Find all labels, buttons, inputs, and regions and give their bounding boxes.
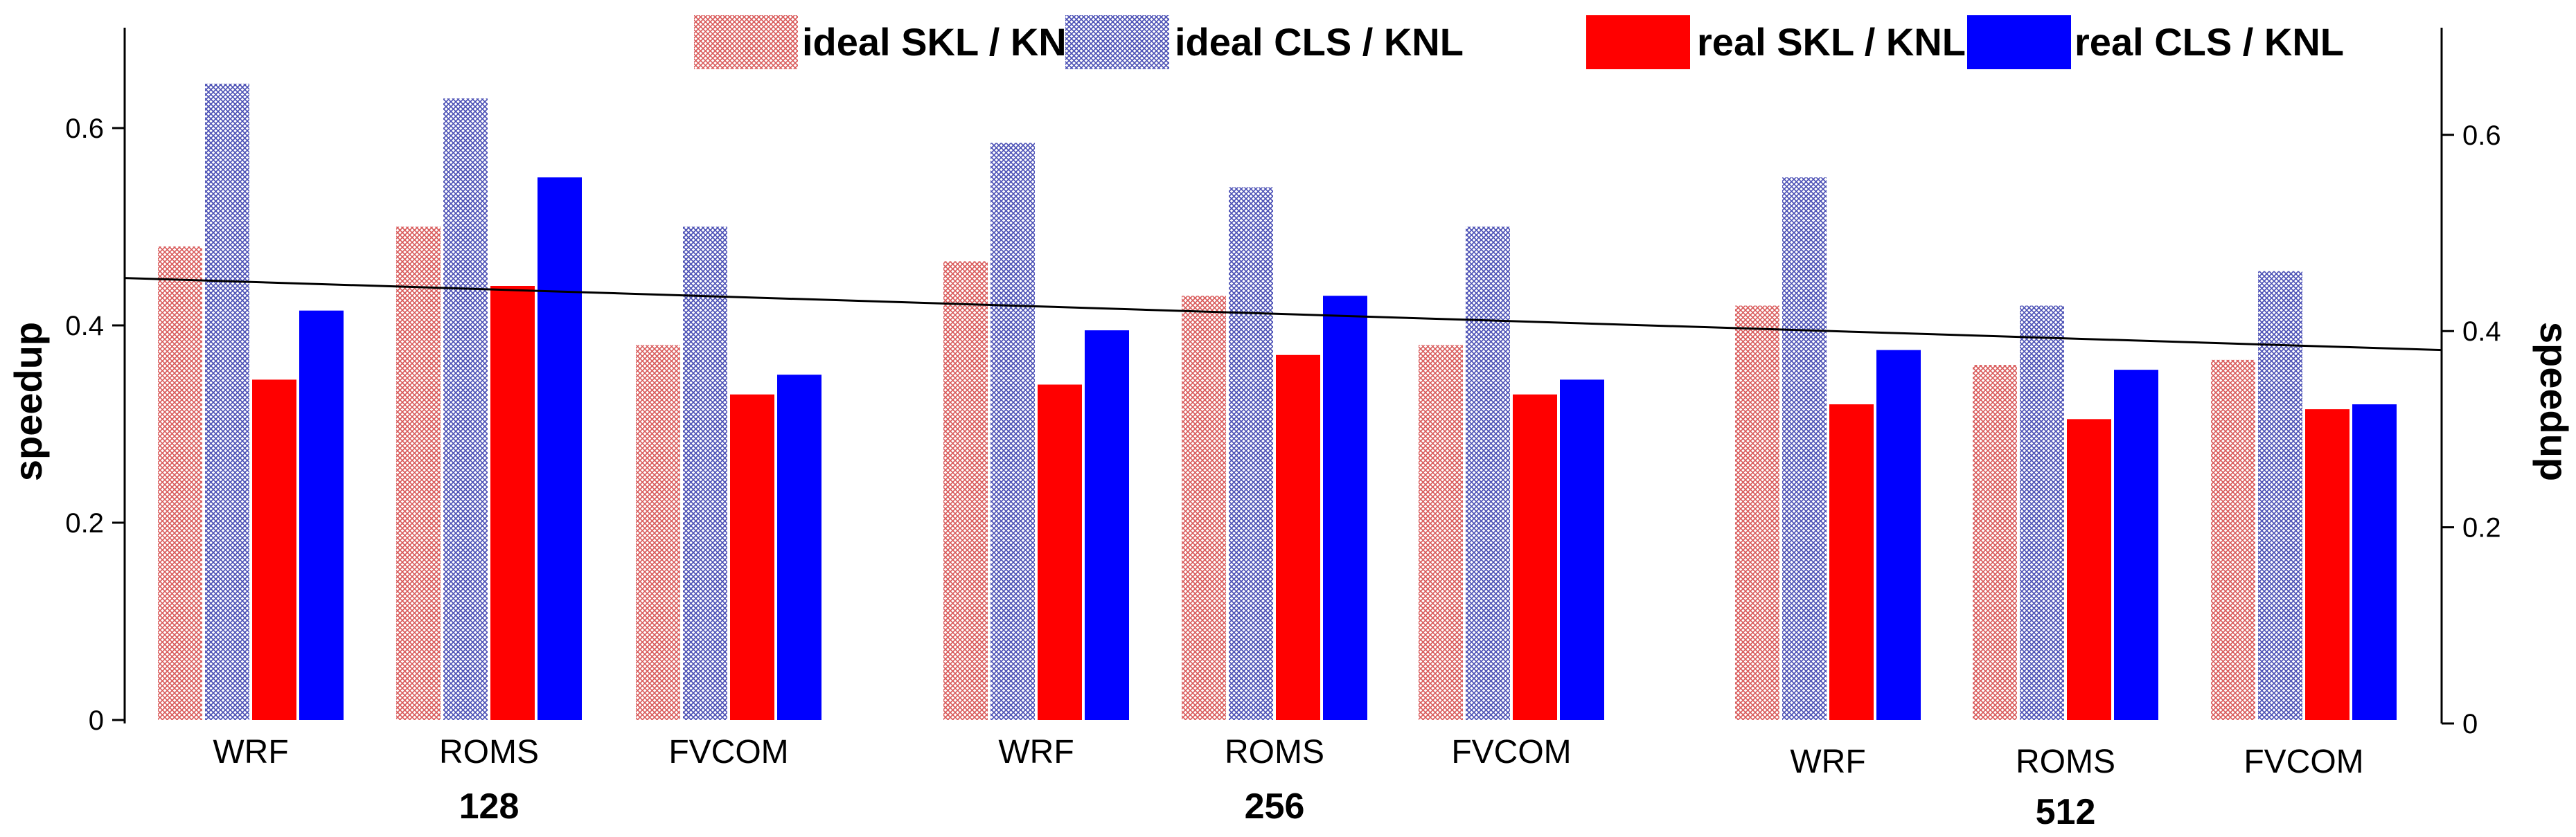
bar-ideal-cls-knl — [2020, 305, 2064, 720]
bar-real-cls-knl — [1560, 379, 1604, 720]
category-label: FVCOM — [2244, 744, 2363, 780]
bar-ideal-skl-knl — [158, 246, 202, 720]
bar-ideal-skl-knl — [1735, 305, 1779, 720]
bar-real-skl-knl — [252, 379, 296, 720]
trend-line-group — [124, 277, 2442, 352]
legend-swatch-real-cls-knl — [1967, 15, 2071, 69]
right-y-tick-label: 0 — [2462, 709, 2478, 739]
legend-label-real-cls-knl: real CLS / KNL — [2075, 20, 2344, 64]
bar-real-skl-knl — [1829, 404, 1874, 720]
bar-ideal-cls-knl — [1782, 177, 1827, 720]
legend-swatch-ideal-cls-knl — [1065, 15, 1169, 69]
trend-line — [124, 277, 2442, 352]
bar-ideal-skl-knl — [1182, 296, 1226, 720]
legend-label-ideal-skl-knl: ideal SKL / KNL — [802, 20, 1090, 64]
bar-real-cls-knl — [777, 375, 821, 720]
legend: ideal SKL / KNL ideal CLS / KNL real SKL /… — [694, 15, 2344, 69]
right-y-tick-label: 0.2 — [2462, 513, 2501, 543]
bar-ideal-skl-knl — [943, 261, 988, 720]
group-labels: 128 256 512 — [459, 786, 2096, 832]
left-y-tick-label: 0.2 — [65, 508, 104, 539]
bar-real-skl-knl — [2305, 409, 2350, 720]
right-y-tick-label: 0.6 — [2462, 120, 2501, 151]
left-y-tick-label: 0.6 — [65, 114, 104, 144]
bar-ideal-cls-knl — [2258, 271, 2302, 720]
left-y-tick-label: 0 — [89, 705, 104, 736]
bar-ideal-cls-knl — [443, 98, 488, 720]
category-label: ROMS — [1225, 734, 1324, 771]
bar-ideal-cls-knl — [205, 83, 249, 720]
left-y-ticks: 0 0.2 0.4 0.6 — [65, 114, 125, 736]
right-y-ticks: 0 0.2 0.4 0.6 — [2442, 120, 2501, 739]
category-label: WRF — [1790, 744, 1865, 780]
category-label: ROMS — [2016, 744, 2115, 780]
legend-swatch-real-skl-knl — [1586, 15, 1690, 69]
bar-real-skl-knl — [1276, 354, 1320, 720]
bar-ideal-skl-knl — [636, 345, 680, 720]
group-label-256: 256 — [1245, 786, 1305, 827]
bar-ideal-cls-knl — [991, 143, 1035, 720]
category-label: FVCOM — [668, 734, 788, 771]
bar-real-skl-knl — [2067, 419, 2111, 720]
category-label: FVCOM — [1451, 734, 1571, 771]
bar-real-skl-knl — [730, 394, 774, 720]
bar-real-cls-knl — [299, 310, 344, 720]
group-label-512: 512 — [2036, 792, 2096, 832]
legend-swatch-ideal-skl-knl — [694, 15, 798, 69]
right-y-axis-title: speedup — [2532, 322, 2576, 481]
bar-ideal-cls-knl — [1229, 187, 1273, 720]
bar-real-cls-knl — [2114, 370, 2158, 720]
bar-ideal-cls-knl — [1466, 226, 1510, 720]
category-labels: WRF ROMS FVCOM WRF ROMS FVCOM WRF ROMS FVCOM — [213, 734, 2363, 780]
bar-real-cls-knl — [1085, 330, 1129, 720]
bar-ideal-skl-knl — [2211, 359, 2255, 720]
bar-ideal-skl-knl — [396, 226, 441, 720]
category-label: WRF — [998, 734, 1074, 771]
category-label: WRF — [213, 734, 288, 771]
bar-real-cls-knl — [538, 177, 582, 720]
bar-ideal-cls-knl — [683, 226, 727, 720]
group-label-128: 128 — [459, 786, 519, 827]
legend-label-real-skl-knl: real SKL / KNL — [1697, 20, 1966, 64]
right-y-tick-label: 0.4 — [2462, 316, 2501, 347]
bar-ideal-skl-knl — [1419, 345, 1463, 720]
bar-real-cls-knl — [1876, 350, 1921, 720]
left-y-axis-title: speedup — [6, 322, 50, 481]
bar-real-cls-knl — [1323, 296, 1367, 720]
left-y-tick-label: 0.4 — [65, 311, 104, 341]
bar-real-skl-knl — [1038, 384, 1082, 720]
bar-real-cls-knl — [2352, 404, 2397, 720]
bar-real-skl-knl — [490, 286, 535, 720]
bar-real-skl-knl — [1513, 394, 1557, 720]
bar-ideal-skl-knl — [1973, 365, 2017, 720]
category-label: ROMS — [439, 734, 539, 771]
legend-label-ideal-cls-knl: ideal CLS / KNL — [1175, 20, 1464, 64]
bar-marks — [158, 83, 2397, 720]
